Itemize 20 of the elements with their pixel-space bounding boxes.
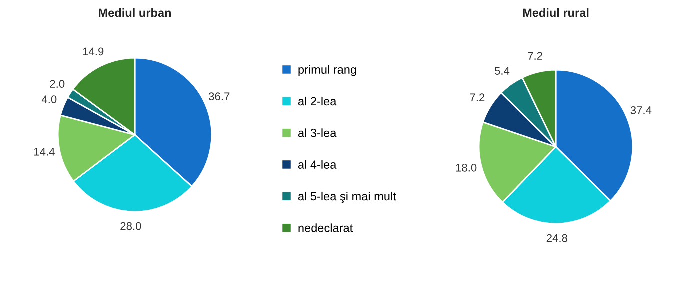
legend-label: al 3-lea <box>298 128 337 138</box>
data-label: 2.0 <box>50 80 65 88</box>
legend-label: al 5-lea şi mai mult <box>298 192 396 204</box>
data-label: 36.7 <box>208 92 230 101</box>
legend-label: al 4-lea <box>298 160 337 169</box>
data-label: 14.4 <box>34 148 55 156</box>
data-label: 37.4 <box>630 106 652 114</box>
legend-label: primul rang <box>298 65 356 76</box>
data-label: 5.4 <box>494 67 510 75</box>
data-label: 18.0 <box>456 164 477 172</box>
data-label: 7.2 <box>528 52 542 60</box>
chart-title: Mediul rural <box>523 8 589 18</box>
legend-label: al 2-lea <box>298 96 337 106</box>
data-label: 28.0 <box>120 222 142 230</box>
legend-label: nedeclarat <box>298 224 354 232</box>
data-label: 14.9 <box>83 48 104 56</box>
chart-title: Mediul urban <box>99 8 171 18</box>
data-label: 7.2 <box>470 94 485 102</box>
data-label: 4.0 <box>42 96 57 104</box>
data-label: 24.8 <box>546 234 568 242</box>
